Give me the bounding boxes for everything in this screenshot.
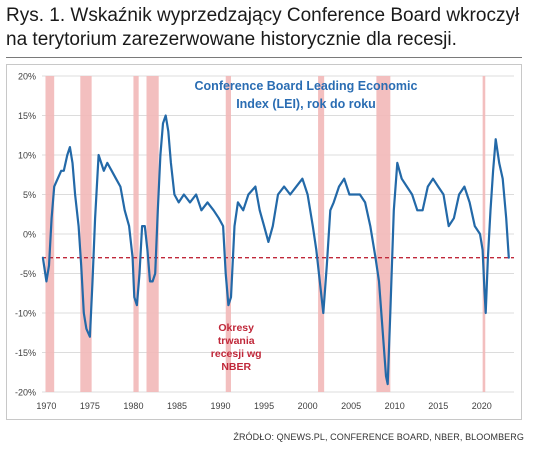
y-tick-label: -10% — [15, 309, 36, 319]
x-tick-label: 2020 — [472, 401, 492, 411]
lei-chart: -20% -15% -10% -5% 0% 5% 10% 15% 20% 1970 1975 198… — [6, 64, 522, 420]
annotation-line: NBER — [221, 361, 251, 373]
y-tick-label: -20% — [15, 388, 36, 398]
recession-band — [133, 76, 139, 392]
x-tick-label: 1995 — [254, 401, 274, 411]
lei-chart-svg: -20% -15% -10% -5% 0% 5% 10% 15% 20% 1970 1975 198… — [6, 64, 522, 420]
recession-band — [80, 76, 92, 392]
x-tick-label: 2015 — [428, 401, 448, 411]
x-tick-label: 1970 — [36, 401, 56, 411]
recession-band — [225, 76, 231, 392]
recession-band — [376, 76, 391, 392]
y-tick-label: -5% — [20, 269, 36, 279]
x-tick-label: 2005 — [341, 401, 361, 411]
annotation-line: trwania — [218, 335, 255, 347]
y-tick-label: -15% — [15, 348, 36, 358]
source-note: ŹRÓDŁO: QNEWS.PL, CONFERENCE BOARD, NBER… — [233, 432, 524, 442]
y-tick-label: 0% — [23, 230, 36, 240]
x-tick-label: 1985 — [167, 401, 187, 411]
annotation-line: recesji wg — [211, 348, 262, 360]
recession-band — [318, 76, 325, 392]
figure-title-line1: Rys. 1. Wskaźnik wyprzedzający Conferenc… — [6, 5, 520, 26]
chart-title-line1: Conference Board Leading Economic — [195, 79, 418, 93]
x-tick-label: 2000 — [298, 401, 318, 411]
x-tick-label: 2010 — [385, 401, 405, 411]
y-tick-label: 10% — [18, 151, 36, 161]
figure-title-line2: na terytorium zarezerwowane historycznie… — [6, 29, 457, 50]
chart-title-line2: Index (LEI), rok do roku — [236, 97, 376, 111]
y-tick-label: 20% — [18, 72, 36, 82]
y-tick-label: 5% — [23, 190, 36, 200]
x-tick-label: 1990 — [211, 401, 231, 411]
recession-band — [482, 76, 486, 392]
annotation-line: Okresy — [218, 322, 254, 334]
y-tick-label: 15% — [18, 111, 36, 121]
lei-series-line — [41, 114, 510, 386]
recession-band — [146, 76, 159, 392]
x-tick-label: 1975 — [80, 401, 100, 411]
heading-divider — [6, 57, 522, 58]
chart-frame — [6, 64, 522, 420]
figure-heading: Rys. 1. Wskaźnik wyprzedzający Conferenc… — [6, 4, 526, 52]
x-tick-label: 1980 — [123, 401, 143, 411]
